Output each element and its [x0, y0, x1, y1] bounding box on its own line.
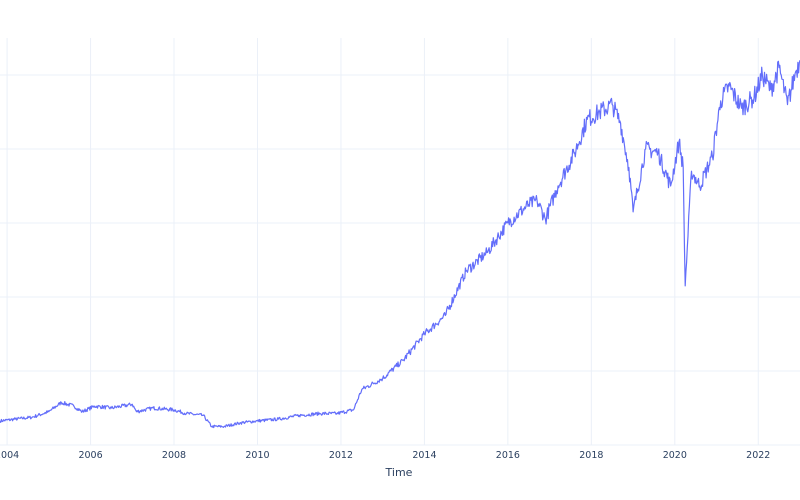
x-tick-label: 2004 — [0, 450, 19, 461]
x-tick-label: 2020 — [663, 450, 687, 461]
x-axis-ticks: 2004 2006 2008 2010 2012 2014 2016 2018 2020 2022 — [0, 450, 770, 461]
plot-area — [0, 60, 800, 429]
series-line — [0, 60, 800, 429]
x-tick-label: 2018 — [579, 450, 603, 461]
x-tick-label: 2022 — [746, 450, 770, 461]
x-tick-label: 2014 — [412, 450, 436, 461]
x-tick-label: 2006 — [78, 450, 102, 461]
x-axis-title: Time — [385, 466, 413, 479]
x-tick-label: 2008 — [162, 450, 186, 461]
x-tick-label: 2010 — [245, 450, 269, 461]
x-tick-label: 2012 — [329, 450, 353, 461]
grid-lines — [0, 38, 800, 446]
x-tick-label: 2016 — [496, 450, 520, 461]
